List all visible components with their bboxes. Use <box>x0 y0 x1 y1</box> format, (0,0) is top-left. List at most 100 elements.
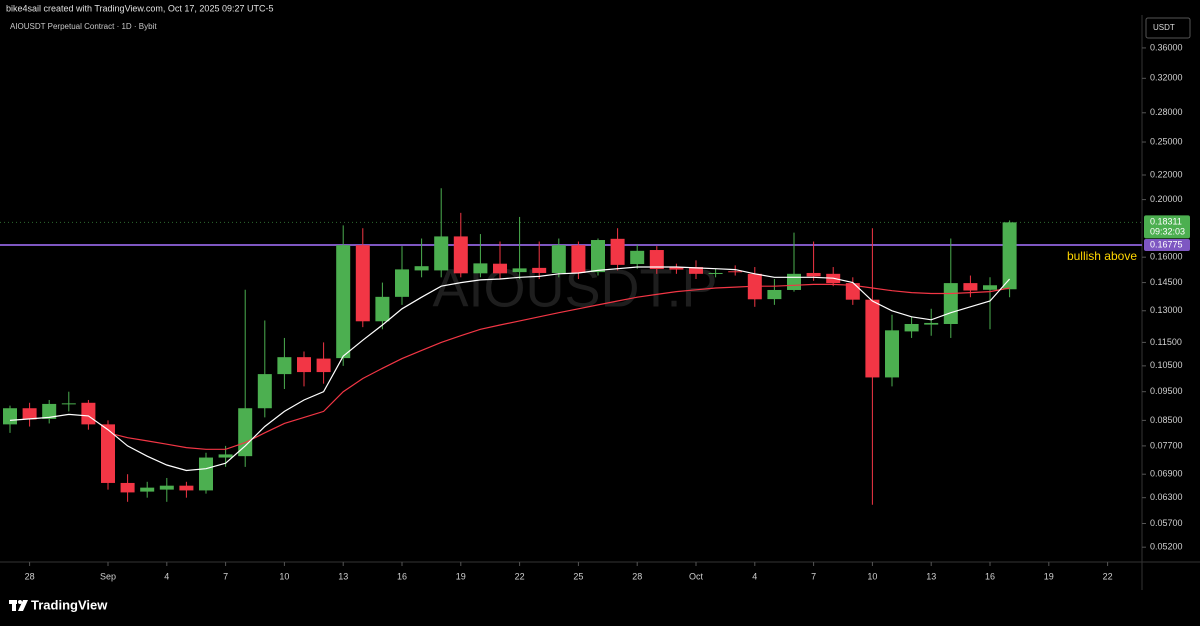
candle-body <box>61 403 76 405</box>
candle-body <box>806 272 821 277</box>
y-tick-label: 0.07700 <box>1150 440 1183 450</box>
x-tick-label: 7 <box>811 571 816 581</box>
y-tick-label: 0.16000 <box>1150 252 1183 262</box>
x-tick-label: 19 <box>456 571 466 581</box>
moving-average <box>107 283 1010 450</box>
x-tick-label: 10 <box>867 571 877 581</box>
x-tick-label: 4 <box>164 571 169 581</box>
candle-body <box>375 296 390 322</box>
candle-body <box>551 245 566 273</box>
candle-body <box>159 485 174 490</box>
candle-body <box>336 245 351 359</box>
candle-body <box>453 236 468 274</box>
y-unit: USDT <box>1153 23 1175 32</box>
candle-body <box>630 250 645 265</box>
candle-body <box>22 408 37 420</box>
level-box <box>1144 238 1190 251</box>
candle-body <box>81 402 96 425</box>
candle-body <box>669 267 684 270</box>
candle-body <box>434 236 449 271</box>
x-tick-label: 13 <box>338 571 348 581</box>
candle-body <box>689 267 703 274</box>
candle-body <box>532 267 547 273</box>
x-tick-label: 7 <box>223 571 228 581</box>
y-tick-label: 0.10500 <box>1150 360 1183 370</box>
brand: TradingView <box>31 597 108 612</box>
candle-body <box>963 283 978 291</box>
candle-body <box>3 408 17 425</box>
x-tick-label: 16 <box>985 571 995 581</box>
logo-part <box>18 600 22 604</box>
x-tick-label: 22 <box>515 571 525 581</box>
last-price-box <box>1144 215 1190 239</box>
y-tick-label: 0.22000 <box>1150 169 1183 179</box>
brand-logo <box>9 600 28 611</box>
candle-body <box>649 250 664 270</box>
y-tick-label: 0.28000 <box>1150 107 1183 117</box>
y-tick-label: 0.32000 <box>1150 73 1183 83</box>
candle-body <box>473 263 488 274</box>
x-tick-label: 16 <box>397 571 407 581</box>
candle-body <box>728 271 743 273</box>
candle-body <box>140 487 155 492</box>
last-price-label: 0.18311 <box>1150 217 1182 227</box>
candle-body <box>767 289 782 300</box>
candle-body <box>787 273 801 290</box>
y-tick-label: 0.20000 <box>1150 194 1183 204</box>
candle-body <box>238 408 253 457</box>
level-label: 0.16775 <box>1150 239 1183 249</box>
y-tick-label: 0.05700 <box>1150 518 1183 528</box>
y-tick-label: 0.25000 <box>1150 136 1183 146</box>
y-tick-label: 0.11500 <box>1150 337 1182 347</box>
candle-body <box>708 272 723 274</box>
y-tick-label: 0.13000 <box>1150 305 1183 315</box>
x-tick-label: Oct <box>689 571 704 581</box>
y-tick-label: 0.06900 <box>1150 469 1183 479</box>
candle-body <box>610 238 625 265</box>
y-tick-label: 0.06300 <box>1150 492 1183 502</box>
y-tick-label: 0.08500 <box>1150 415 1183 425</box>
logo-part <box>12 600 16 611</box>
countdown: 09:32:03 <box>1150 227 1185 237</box>
unit-box <box>1145 17 1191 39</box>
chart-title: AIOUSDT Perpetual Contract · 1D · Bybit <box>10 22 157 31</box>
x-tick-label: 10 <box>279 571 289 581</box>
y-tick-label: 0.09500 <box>1150 386 1183 396</box>
candle-body <box>395 269 409 297</box>
candle-body <box>218 454 233 458</box>
candle-body <box>120 482 135 493</box>
candle-body <box>42 403 57 419</box>
candle-body <box>199 457 213 491</box>
y-tick-label: 0.05200 <box>1150 542 1183 552</box>
x-tick-label: 22 <box>1103 571 1113 581</box>
x-tick-label: 28 <box>25 571 35 581</box>
candle-body <box>101 424 115 483</box>
candle-body <box>571 245 586 273</box>
candle-body <box>316 358 331 373</box>
y-tick-label: 0.14500 <box>1150 277 1183 287</box>
candle-body <box>983 285 997 290</box>
candle-body <box>179 485 194 491</box>
candle-body <box>297 357 311 373</box>
candle-body <box>257 374 272 409</box>
x-tick-label: 28 <box>632 571 642 581</box>
y-tick-label: 0.36000 <box>1150 42 1183 52</box>
x-tick-label: 19 <box>1044 571 1054 581</box>
candle-body <box>277 357 292 375</box>
candle-body <box>355 245 370 322</box>
x-tick-label: 4 <box>752 571 757 581</box>
candle-body <box>885 330 899 378</box>
candle-body <box>865 299 880 378</box>
candle-body <box>943 283 958 324</box>
logo-part <box>18 600 28 611</box>
moving-average <box>9 266 1011 472</box>
candle-body <box>924 322 939 325</box>
x-tick-label: 25 <box>573 571 583 581</box>
candle-body <box>493 263 507 274</box>
level-text: bullish above <box>1067 249 1137 263</box>
candle-body <box>512 268 527 273</box>
x-tick-label: 13 <box>926 571 936 581</box>
